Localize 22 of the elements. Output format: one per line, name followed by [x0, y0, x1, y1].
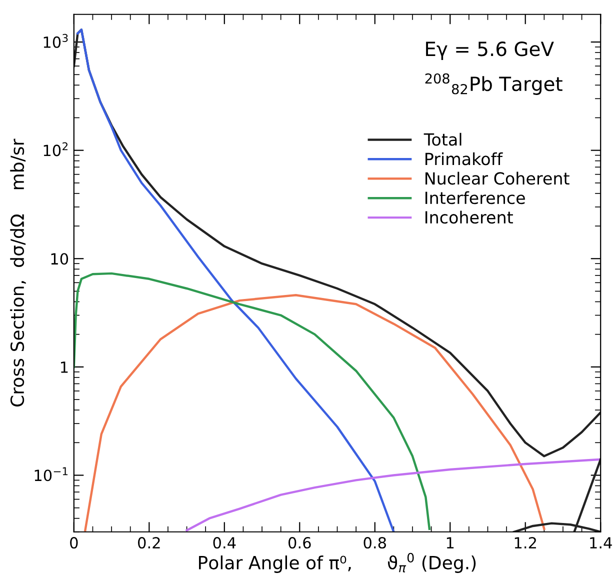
legend-label: Interference [426, 191, 525, 204]
x-tick-label: 1 [446, 537, 454, 548]
x-tick-label: 0.4 [213, 537, 236, 549]
y-tick-label: 1 [61, 362, 68, 373]
y-tick-label: 10$^{−1}$ [34, 467, 68, 482]
y-tick-label: 10$^{2}$ [44, 142, 68, 156]
x-tick-label: 1.4 [590, 537, 612, 548]
legend-label: Primakoff [426, 152, 503, 166]
y-tick-label: 10 [51, 253, 68, 265]
x-tick-label: 0 [70, 537, 78, 549]
x-tick-label: 0.2 [138, 537, 160, 549]
annotation: Eγ = 5.6 GeV [426, 42, 554, 60]
legend-label: Total [424, 132, 462, 146]
y-axis-title: Cross Section, dσ/dΩ mb/sr [10, 138, 26, 406]
y-tick-label: 10$^{3}$ [44, 34, 68, 48]
x-tick-label: 0.6 [288, 537, 311, 549]
legend-label: Incoherent [426, 210, 513, 224]
annotation: $^{208}$$_{82}$Pb Target [425, 73, 562, 95]
x-tick-label: 0.8 [364, 537, 386, 549]
x-axis-title: Polar Angle of π⁰, ϑ$_{π}$$^{0}$ (Deg.) [199, 552, 476, 573]
legend-label: Nuclear Coherent [426, 172, 570, 185]
x-tick-label: 1.2 [514, 537, 536, 548]
